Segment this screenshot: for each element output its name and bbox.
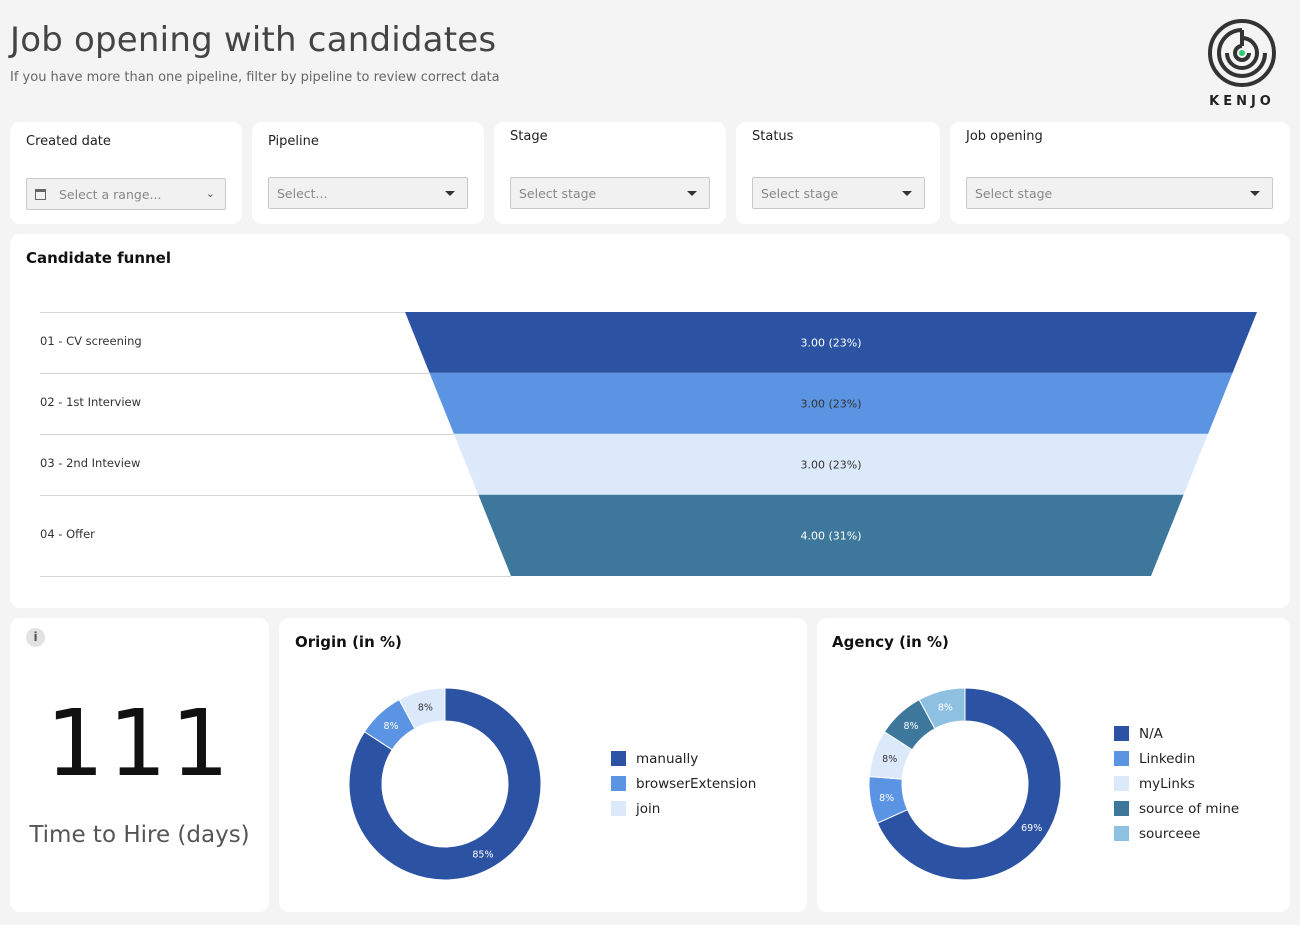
funnel-title: Candidate funnel <box>26 249 171 267</box>
stage-filter: Stage Select stage <box>494 122 726 224</box>
funnel-value-label: 3.00 (23%) <box>800 397 861 410</box>
time-to-hire-value: 111 <box>45 690 234 797</box>
agency-donut-chart: 69% 8% 8% 8% 8% <box>868 687 1062 881</box>
page-header: Job opening with candidates If you have … <box>10 20 500 85</box>
funnel-stage-label: 01 - CV screening <box>40 334 142 349</box>
funnel-row-divider <box>40 372 430 374</box>
legend-label: N/A <box>1139 725 1163 742</box>
funnel-stage-label: 04 - Offer <box>40 527 95 542</box>
stage-select[interactable]: Select stage <box>510 177 710 209</box>
donut-slice-label: 8% <box>903 721 918 732</box>
legend-swatch <box>1114 751 1129 766</box>
origin-legend: manually browserExtension join <box>611 746 756 821</box>
legend-item[interactable]: source of mine <box>1114 796 1239 821</box>
funnel-value-label: 4.00 (31%) <box>800 529 861 542</box>
donut-slice-label: 69% <box>1021 823 1042 834</box>
info-icon[interactable]: i <box>26 628 45 647</box>
legend-label: Linkedin <box>1139 750 1196 767</box>
legend-label: manually <box>636 750 699 767</box>
funnel-row-divider <box>40 433 454 435</box>
donut-slice[interactable] <box>348 687 542 881</box>
donut-slice[interactable] <box>918 687 966 730</box>
legend-swatch <box>1114 801 1129 816</box>
job-opening-select[interactable]: Select stage <box>966 177 1273 209</box>
legend-item[interactable]: N/A <box>1114 721 1239 746</box>
chevron-down-icon: ⌄ <box>205 187 215 200</box>
created-date-placeholder: Select a range... <box>59 186 162 202</box>
funnel-segment[interactable] <box>405 312 1257 373</box>
time-to-hire-card <box>10 618 269 912</box>
legend-swatch <box>611 801 626 816</box>
created-date-range-picker[interactable]: Select a range... ⌄ <box>26 178 226 210</box>
calendar-icon <box>35 188 46 200</box>
legend-swatch <box>611 751 626 766</box>
funnel-segment[interactable] <box>453 433 1209 495</box>
donut-slice[interactable] <box>876 687 1062 881</box>
legend-swatch <box>1114 776 1129 791</box>
status-select[interactable]: Select stage <box>752 177 925 209</box>
legend-item[interactable]: manually <box>611 746 756 771</box>
pipeline-label: Pipeline <box>268 134 319 149</box>
legend-item[interactable]: browserExtension <box>611 771 756 796</box>
status-label: Status <box>752 129 794 144</box>
funnel-row-divider <box>40 312 405 313</box>
stage-label: Stage <box>510 129 548 144</box>
funnel-segment[interactable] <box>478 494 1184 576</box>
created-date-label: Created date <box>26 134 111 149</box>
created-date-filter: Created date Select a range... ⌄ <box>10 122 242 224</box>
donut-slice-label: 85% <box>472 849 493 860</box>
legend-swatch <box>1114 826 1129 841</box>
legend-item[interactable]: sourceee <box>1114 821 1239 846</box>
kenjo-maze-icon <box>1208 19 1276 87</box>
legend-item[interactable]: join <box>611 796 756 821</box>
donut-slice-label: 8% <box>882 754 897 765</box>
kenjo-logo: KENJO <box>1204 18 1280 109</box>
pipeline-filter: Pipeline Select... <box>252 122 484 224</box>
funnel-row-divider <box>40 494 479 496</box>
legend-label: browserExtension <box>636 775 757 792</box>
funnel-segment[interactable] <box>429 372 1233 434</box>
caret-down-icon <box>445 191 455 196</box>
caret-down-icon <box>687 191 697 196</box>
legend-label: sourceee <box>1139 825 1201 842</box>
legend-item[interactable]: Linkedin <box>1114 746 1239 771</box>
job-opening-label: Job opening <box>966 129 1043 144</box>
legend-label: source of mine <box>1139 800 1240 817</box>
donut-slice-label: 8% <box>879 793 894 804</box>
funnel-value-label: 3.00 (23%) <box>800 458 861 471</box>
status-placeholder: Select stage <box>761 185 839 201</box>
agency-title: Agency (in %) <box>832 633 949 651</box>
page-title: Job opening with candidates <box>10 20 497 60</box>
legend-item[interactable]: myLinks <box>1114 771 1239 796</box>
origin-donut-chart: 85% 8% 8% <box>348 687 542 881</box>
donut-slice-label: 8% <box>418 702 433 713</box>
legend-swatch <box>1114 726 1129 741</box>
time-to-hire-label: Time to Hire (days) <box>29 822 250 848</box>
legend-label: join <box>636 800 661 817</box>
job-opening-filter: Job opening Select stage <box>950 122 1290 224</box>
donut-slice[interactable] <box>398 687 446 730</box>
funnel-row-divider <box>40 576 511 577</box>
caret-down-icon <box>902 191 912 196</box>
caret-down-icon <box>1250 191 1260 196</box>
origin-title: Origin (in %) <box>295 633 402 651</box>
agency-legend: N/A Linkedin myLinks source of mine sourceee <box>1114 721 1239 846</box>
funnel-value-label: 3.00 (23%) <box>800 336 861 349</box>
funnel-stage-label: 03 - 2nd Inteview <box>40 456 141 471</box>
donut-slice-label: 8% <box>383 721 398 732</box>
logo-text: KENJO <box>1209 94 1275 109</box>
donut-slice-label: 8% <box>938 702 953 713</box>
job-opening-placeholder: Select stage <box>975 185 1053 201</box>
page-subtitle: If you have more than one pipeline, filt… <box>10 70 500 85</box>
pipeline-placeholder: Select... <box>277 185 328 201</box>
status-filter: Status Select stage <box>736 122 940 224</box>
legend-label: myLinks <box>1139 775 1195 792</box>
funnel-stage-label: 02 - 1st Interview <box>40 395 142 410</box>
legend-swatch <box>611 776 626 791</box>
pipeline-select[interactable]: Select... <box>268 177 468 209</box>
stage-placeholder: Select stage <box>519 185 597 201</box>
